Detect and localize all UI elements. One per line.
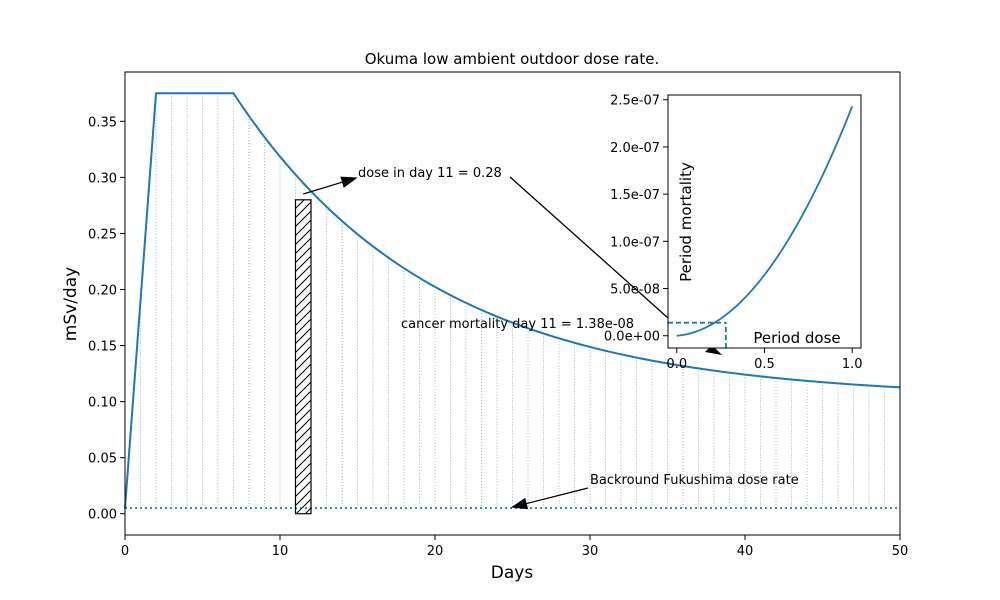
x-tick-label: 40	[737, 544, 754, 559]
inset-x-ticks: 0.0 0.5 1.0	[666, 348, 863, 372]
inset-y-ticks: 0.0e+00 5.0e-08 1.0e-07 1.5e-07 2.0e-07 2.5e-…	[604, 94, 668, 345]
dose-annotation: dose in day 11 = 0.28	[303, 166, 502, 195]
y-tick-label: 0.20	[88, 283, 117, 298]
y-tick-label: 0.30	[88, 171, 117, 186]
x-tick-label: 50	[892, 544, 909, 559]
mortality-annotation-label: cancer mortality day 11 = 1.38e-08	[401, 317, 634, 332]
inset-y-tick-label: 2.0e-07	[610, 141, 660, 156]
y-tick-label: 0.00	[88, 508, 117, 523]
inset-y-axis-label: Period mortality	[677, 162, 695, 282]
dose-annotation-label: dose in day 11 = 0.28	[358, 166, 502, 181]
x-tick-label: 0	[121, 544, 129, 559]
day-11-hatched-bar	[294, 199, 312, 515]
y-tick-label: 0.10	[88, 396, 117, 411]
inset-y-tick-label: 5.0e-08	[610, 283, 660, 298]
inset-x-tick-label: 0.5	[754, 357, 775, 372]
daily-grid-lines	[140, 93, 901, 509]
inset-y-tick-label: 2.5e-07	[610, 94, 660, 109]
mortality-arrow-head	[705, 345, 722, 355]
background-annotation-label: Backround Fukushima dose rate	[590, 473, 799, 488]
y-tick-label: 0.35	[88, 115, 117, 130]
x-tick-label: 10	[272, 544, 289, 559]
dose-arrow	[303, 176, 358, 195]
chart-title: Okuma low ambient outdoor dose rate.	[365, 50, 660, 68]
inset-x-tick-label: 1.0	[842, 357, 863, 372]
inset-x-tick-label: 0.0	[666, 357, 687, 372]
main-x-ticks: 0 10 20 30 40 50	[121, 535, 908, 559]
y-tick-label: 0.25	[88, 227, 117, 242]
mortality-annotation: cancer mortality day 11 = 1.38e-08	[401, 176, 722, 355]
inset-x-axis-label: Period dose	[753, 329, 840, 347]
x-axis-label: Days	[491, 563, 534, 583]
background-annotation: Backround Fukushima dose rate	[510, 473, 799, 510]
main-y-ticks: 0.00 0.05 0.10 0.15 0.20 0.25 0.30 0.35	[88, 115, 125, 523]
mortality-curve	[676, 105, 854, 337]
y-axis-label: mSv/day	[61, 267, 81, 341]
inset-y-tick-label: 1.0e-07	[610, 235, 660, 250]
x-tick-label: 20	[427, 544, 444, 559]
background-arrow	[510, 487, 589, 510]
main-plot-frame	[124, 71, 901, 536]
inset-y-tick-label: 0.0e+00	[604, 330, 660, 345]
y-tick-label: 0.05	[88, 452, 117, 467]
inset-background	[668, 95, 861, 348]
x-tick-label: 30	[582, 544, 599, 559]
dose-rate-line	[124, 92, 901, 509]
inset-y-tick-label: 1.5e-07	[610, 188, 660, 203]
y-tick-label: 0.15	[88, 340, 117, 355]
mortality-leader-line	[509, 176, 669, 319]
